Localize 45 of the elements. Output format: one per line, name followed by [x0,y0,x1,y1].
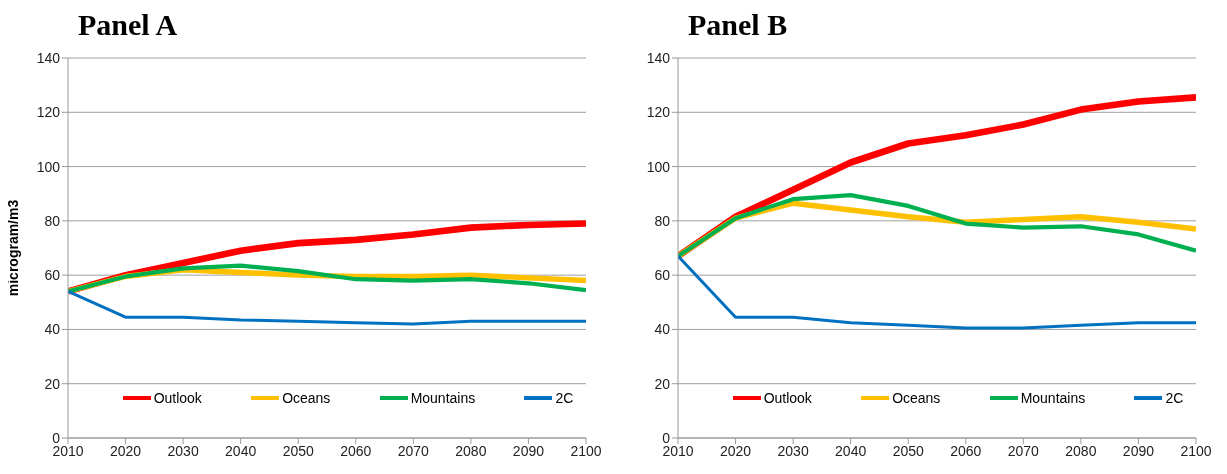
chart-title: Panel B [687,8,789,43]
x-tick-label: 2040 [225,442,257,459]
y-tick-label: 140 [36,49,61,66]
legend-label: 2C [1164,390,1184,406]
y-tick-label: 40 [654,321,671,338]
y-axis-title: microgram/m3 [4,199,21,297]
legend-label: Outlook [152,390,202,406]
legend-label: Mountains [409,390,476,406]
y-tick-label: 60 [654,267,671,284]
line-series [68,289,586,326]
x-tick-label: 2100 [570,442,602,459]
x-tick-label: 2020 [109,442,142,459]
x-tick-label: 2070 [397,442,430,459]
x-tick-label: 2060 [950,442,982,459]
legend-label: 2C [554,390,574,406]
legend-label: Oceans [281,390,331,406]
line-series [678,254,1196,330]
chart-title: Panel A [77,8,179,43]
legend-label: Outlook [762,390,812,406]
y-tick-label: 60 [44,267,61,284]
x-tick-label: 2060 [340,442,372,459]
y-tick-label: 80 [654,212,671,229]
legend-label: Oceans [891,390,941,406]
x-tick-label: 2020 [719,442,752,459]
y-tick-label: 100 [646,158,671,175]
x-tick-label: 2100 [1180,442,1212,459]
y-tick-label: 140 [646,49,671,66]
x-tick-label: 2030 [777,442,809,459]
y-tick-label: 40 [44,321,61,338]
y-tick-label: 120 [646,104,671,121]
y-tick-label: 80 [44,212,61,229]
x-tick-label: 2050 [892,442,924,459]
legend-label: Mountains [1019,390,1086,406]
x-tick-label: 2080 [455,442,487,459]
x-tick-label: 2040 [835,442,867,459]
y-tick-label: 20 [654,375,671,392]
y-tick-label: 120 [36,104,61,121]
y-tick-label: 100 [36,158,61,175]
x-tick-label: 2050 [282,442,314,459]
x-tick-label: 2070 [1007,442,1040,459]
x-tick-label: 2090 [1122,442,1155,459]
x-tick-label: 2030 [167,442,199,459]
x-tick-label: 2090 [512,442,545,459]
y-tick-label: 20 [44,375,61,392]
x-tick-label: 2080 [1065,442,1097,459]
